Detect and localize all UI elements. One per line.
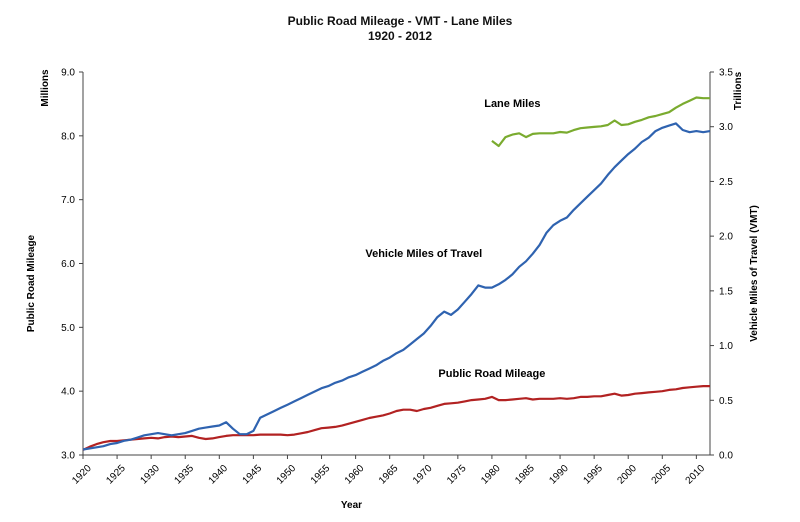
left-y-tick-label: 4.0 xyxy=(61,387,75,398)
left-y-tick-label: 7.0 xyxy=(61,195,75,206)
vehicle-miles-of-travel-line xyxy=(82,122,711,451)
x-tick-label: 1920 xyxy=(70,463,94,487)
x-tick-label: 1930 xyxy=(138,463,162,487)
x-tick-label: 1945 xyxy=(241,463,265,487)
x-tick-label: 1985 xyxy=(513,463,537,487)
right-y-tick-label: 2.0 xyxy=(719,232,733,243)
chart-series xyxy=(82,96,711,451)
left-y-axis-title: Public Road Mileage xyxy=(26,234,37,332)
right-y-tick-label: 1.5 xyxy=(719,286,733,297)
right-y-tick-label: 3.5 xyxy=(719,68,733,79)
chart-subtitle: 1920 - 2012 xyxy=(367,29,433,43)
left-unit-label: Millions xyxy=(40,69,51,107)
right-y-tick-label: 2.5 xyxy=(719,177,733,188)
x-tick-label: 1995 xyxy=(581,463,605,487)
right-y-tick-label: 3.0 xyxy=(719,122,733,133)
x-tick-label: 1940 xyxy=(207,463,231,487)
chart-axes: 3.0 4.0 5.0 6.0 7.0 8.0 9.0 0.0 0.5 1.0 1.5 2.0 2.5 3… xyxy=(26,68,760,512)
right-y-tick-label: 1.0 xyxy=(719,341,733,352)
right-y-tick-label: 0.5 xyxy=(719,396,733,407)
x-tick-label: 1965 xyxy=(377,463,401,487)
chart-labels: Public Road Mileage Vehicle Miles of Trav… xyxy=(365,98,545,380)
x-tick-label: 1975 xyxy=(445,463,469,487)
left-y-tick-label: 5.0 xyxy=(61,323,75,334)
x-tick-label: 1960 xyxy=(343,463,367,487)
x-tick-label: 1970 xyxy=(411,463,435,487)
x-tick-label: 1925 xyxy=(104,463,128,487)
vehicle-miles-of-travel-label: Vehicle Miles of Travel xyxy=(365,248,482,260)
right-y-tick-label: 0.0 xyxy=(719,451,733,462)
x-tick-label: 2010 xyxy=(684,463,708,487)
chart-title: Public Road Mileage - VMT - Lane Miles xyxy=(287,14,513,28)
x-tick-label: 2000 xyxy=(615,463,639,487)
public-road-mileage-line xyxy=(82,385,710,451)
x-tick-label: 1980 xyxy=(479,463,503,487)
public-road-mileage-label: Public Road Mileage xyxy=(438,368,545,380)
x-tick-label: 1935 xyxy=(172,463,196,487)
left-y-tick-label: 9.0 xyxy=(61,68,75,79)
right-y-axis-title: Vehicle Miles of Travel (VMT) xyxy=(749,205,760,342)
left-y-tick-label: 6.0 xyxy=(61,259,75,270)
x-tick-label: 1950 xyxy=(275,463,299,487)
lane-miles-line xyxy=(491,96,710,148)
left-y-tick-label: 3.0 xyxy=(61,451,75,462)
right-unit-label: Trillions xyxy=(733,71,744,110)
x-axis-title: Year xyxy=(341,500,362,511)
left-y-tick-label: 8.0 xyxy=(61,131,75,142)
x-tick-label: 2005 xyxy=(650,463,674,487)
x-tick-label: 1990 xyxy=(547,463,571,487)
lane-miles-label: Lane Miles xyxy=(484,98,540,110)
x-tick-label: 1955 xyxy=(309,463,333,487)
